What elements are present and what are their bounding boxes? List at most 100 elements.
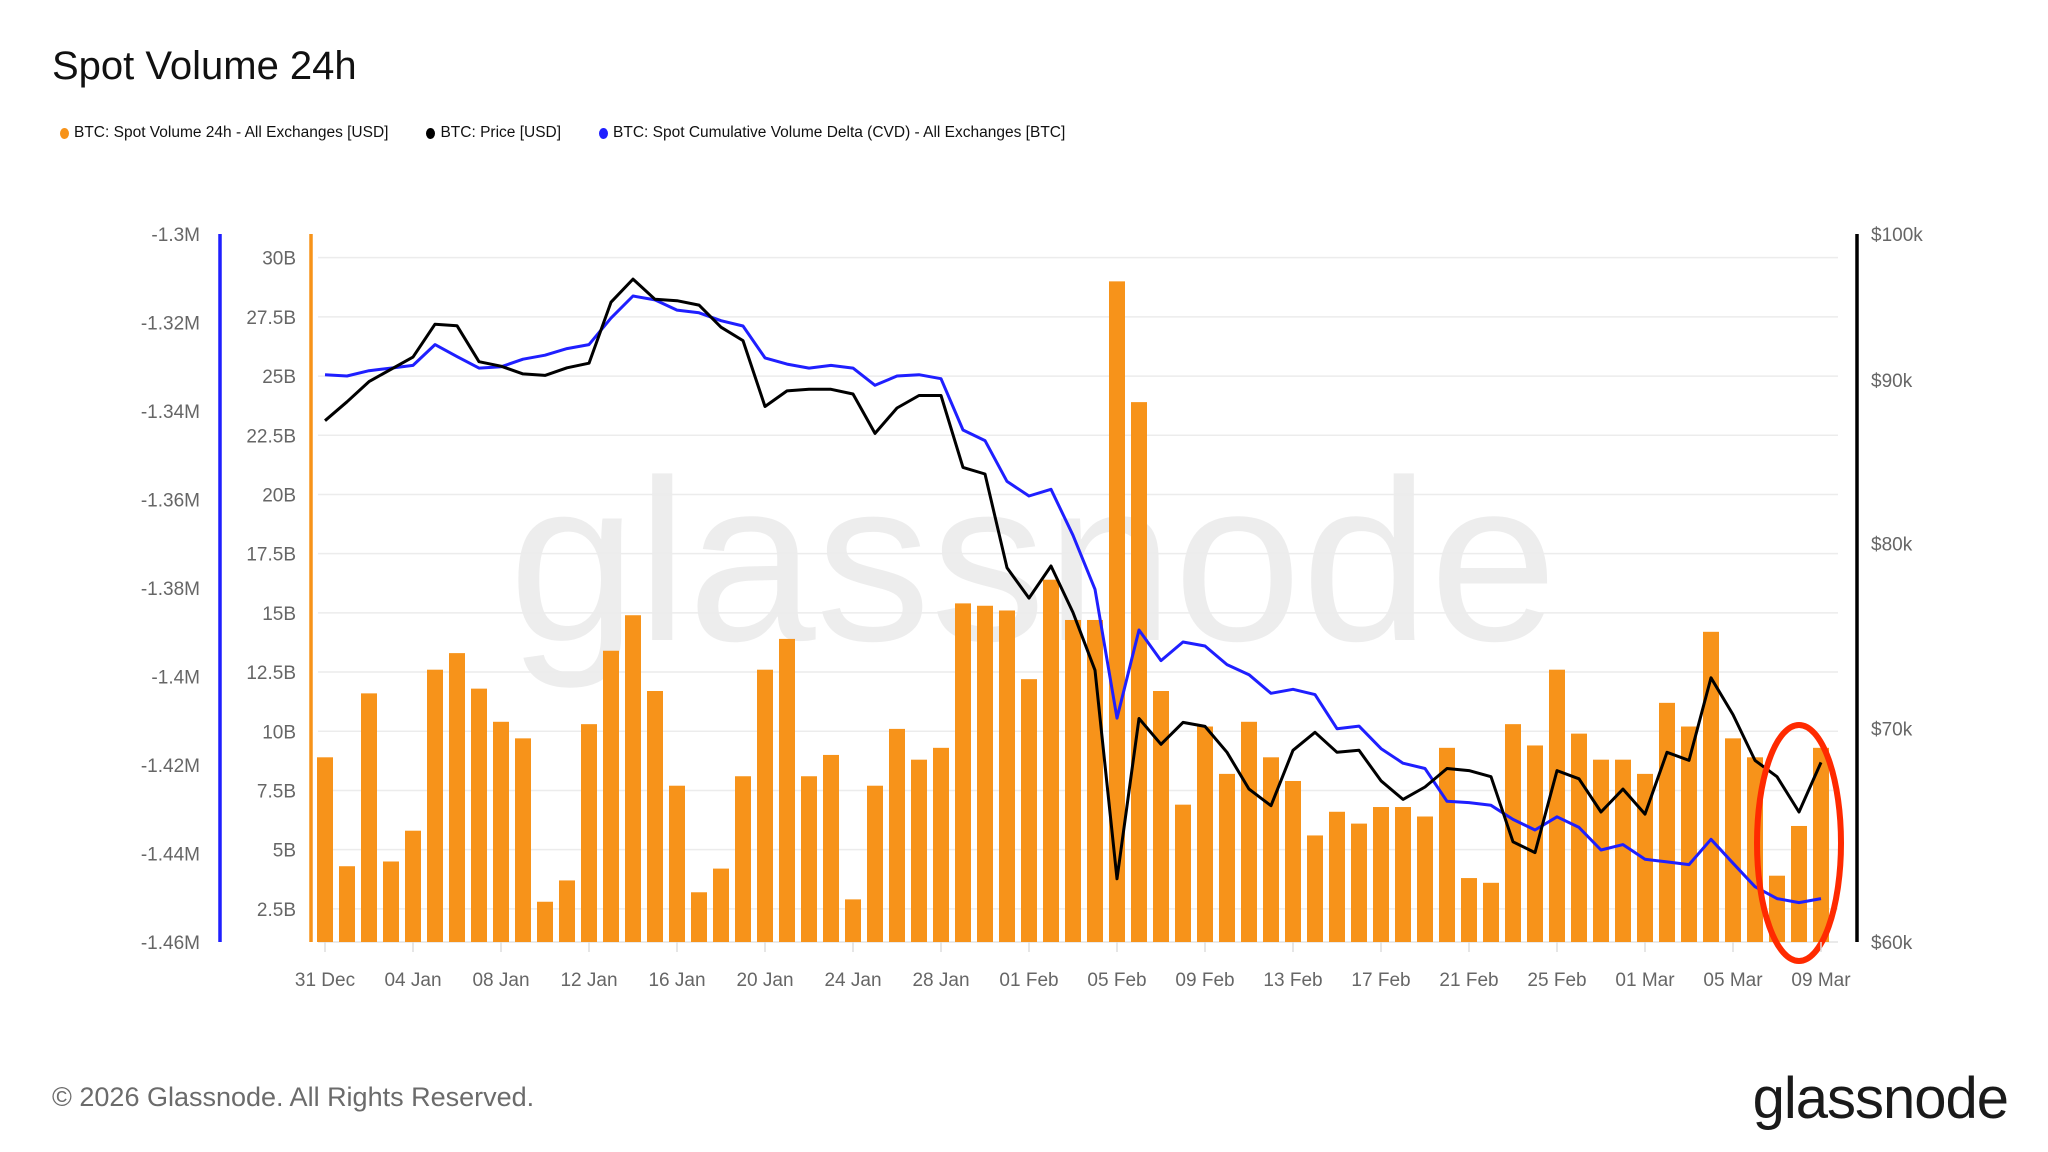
volume-bar bbox=[1329, 811, 1345, 942]
x-tick-label: 08 Jan bbox=[472, 970, 529, 991]
legend-dot-icon bbox=[60, 127, 69, 139]
volume-tick-label: 2.5B bbox=[257, 900, 296, 921]
volume-bar bbox=[1175, 804, 1191, 942]
volume-bar bbox=[1241, 721, 1257, 942]
volume-bar bbox=[581, 724, 597, 942]
legend-label: BTC: Spot Volume 24h - All Exchanges [US… bbox=[74, 124, 389, 141]
volume-bar bbox=[449, 653, 465, 942]
chart-title: Spot Volume 24h bbox=[52, 44, 357, 88]
cvd-tick-label: -1.38M bbox=[141, 579, 200, 600]
volume-bar bbox=[603, 650, 619, 942]
volume-bar bbox=[1043, 579, 1059, 942]
volume-bar bbox=[1109, 281, 1125, 942]
volume-bar bbox=[339, 866, 355, 942]
highlight-ellipse bbox=[1754, 722, 1844, 964]
x-tick-label: 12 Jan bbox=[560, 970, 617, 991]
cvd-tick-label: -1.34M bbox=[141, 402, 200, 423]
x-tick-label: 20 Jan bbox=[736, 970, 793, 991]
volume-bar bbox=[757, 669, 773, 942]
legend-label: BTC: Spot Cumulative Volume Delta (CVD) … bbox=[613, 124, 1066, 141]
x-tick-label: 17 Feb bbox=[1351, 970, 1410, 991]
volume-bar bbox=[537, 901, 553, 942]
x-tick-label: 09 Feb bbox=[1175, 970, 1234, 991]
volume-bar bbox=[691, 892, 707, 942]
volume-bar bbox=[713, 868, 729, 942]
price-tick-label: $100k bbox=[1871, 225, 1923, 246]
volume-bar bbox=[801, 776, 817, 942]
volume-bar bbox=[1527, 745, 1543, 942]
volume-bar bbox=[1021, 679, 1037, 942]
volume-bar bbox=[383, 861, 399, 942]
x-tick-label: 31 Dec bbox=[295, 970, 355, 991]
volume-bar bbox=[823, 754, 839, 942]
cvd-tick-label: -1.4M bbox=[151, 668, 200, 689]
volume-bar bbox=[1813, 747, 1829, 942]
x-tick-label: 25 Feb bbox=[1527, 970, 1586, 991]
volume-bar bbox=[845, 899, 861, 942]
x-tick-label: 05 Feb bbox=[1087, 970, 1146, 991]
volume-bar bbox=[1505, 724, 1521, 942]
volume-bar bbox=[405, 830, 421, 942]
volume-bar bbox=[889, 728, 905, 942]
price-tick-label: $90k bbox=[1871, 371, 1913, 392]
volume-tick-label: 27.5B bbox=[246, 308, 296, 329]
cvd-tick-label: -1.42M bbox=[141, 756, 200, 777]
volume-bar bbox=[1373, 807, 1389, 942]
volume-bar bbox=[735, 776, 751, 942]
legend-label: BTC: Price [USD] bbox=[440, 124, 562, 141]
volume-bar bbox=[1131, 402, 1147, 943]
volume-bar bbox=[1769, 875, 1785, 942]
x-tick-label: 09 Mar bbox=[1791, 970, 1851, 991]
volume-tick-label: 10B bbox=[262, 722, 296, 743]
copyright: © 2026 Glassnode. All Rights Reserved. bbox=[52, 1082, 535, 1112]
volume-tick-label: 7.5B bbox=[257, 781, 296, 802]
x-tick-label: 13 Feb bbox=[1263, 970, 1322, 991]
glassnode-logo: glassnode bbox=[1752, 1066, 2009, 1131]
volume-bar bbox=[1549, 669, 1565, 942]
volume-bar bbox=[361, 693, 377, 942]
volume-bar bbox=[1153, 691, 1169, 942]
legend-item-price[interactable]: BTC: Price [USD] bbox=[426, 124, 561, 142]
price-tick-label: $60k bbox=[1871, 933, 1913, 954]
volume-bar bbox=[559, 880, 575, 942]
price-line bbox=[324, 277, 1823, 881]
cvd-line bbox=[324, 294, 1822, 905]
legend-item-cvd[interactable]: BTC: Spot Cumulative Volume Delta (CVD) … bbox=[599, 124, 1065, 142]
volume-bar bbox=[669, 785, 685, 942]
x-tick-label: 28 Jan bbox=[912, 970, 969, 991]
volume-bar bbox=[955, 603, 971, 942]
price-tick-label: $70k bbox=[1871, 719, 1913, 740]
volume-tick-label: 15B bbox=[262, 604, 296, 625]
cvd-tick-label: -1.32M bbox=[141, 314, 200, 335]
volume-bar bbox=[1285, 780, 1301, 942]
cvd-tick-label: -1.36M bbox=[141, 491, 200, 512]
volume-bar bbox=[317, 757, 333, 942]
cvd-tick-label: -1.3M bbox=[151, 225, 200, 246]
legend-dot-icon bbox=[599, 127, 609, 139]
volume-bar bbox=[515, 738, 531, 942]
watermark: glassnode bbox=[509, 432, 1558, 689]
volume-bar bbox=[493, 721, 509, 942]
volume-bar bbox=[1065, 619, 1081, 942]
volume-bar bbox=[1681, 726, 1697, 942]
x-tick-label: 01 Mar bbox=[1615, 970, 1675, 991]
volume-tick-label: 5B bbox=[273, 841, 296, 862]
x-tick-label: 05 Mar bbox=[1703, 970, 1763, 991]
volume-tick-label: 25B bbox=[262, 367, 296, 388]
volume-tick-label: 17.5B bbox=[246, 545, 296, 566]
x-tick-label: 01 Feb bbox=[999, 970, 1058, 991]
x-tick-label: 16 Jan bbox=[648, 970, 705, 991]
volume-tick-label: 22.5B bbox=[246, 426, 296, 447]
volume-bar bbox=[1351, 823, 1367, 942]
volume-bar bbox=[1263, 757, 1279, 942]
volume-bar bbox=[1571, 733, 1587, 942]
volume-tick-label: 12.5B bbox=[246, 663, 296, 684]
volume-bar bbox=[1659, 702, 1675, 942]
legend-item-volume[interactable]: BTC: Spot Volume 24h - All Exchanges [US… bbox=[60, 124, 388, 142]
volume-bar bbox=[779, 638, 795, 942]
volume-bar bbox=[1439, 747, 1455, 942]
volume-bar bbox=[1791, 825, 1807, 942]
price-tick-label: $80k bbox=[1871, 534, 1913, 555]
volume-bar bbox=[1417, 816, 1433, 942]
